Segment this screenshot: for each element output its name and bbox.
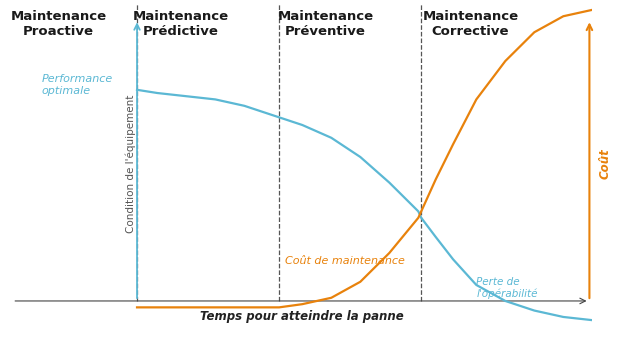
Text: Coût de maintenance: Coût de maintenance	[285, 256, 405, 266]
Text: Condition de l'équipement: Condition de l'équipement	[126, 94, 136, 233]
Text: Coût: Coût	[598, 148, 611, 179]
Text: Maintenance
Préventive: Maintenance Préventive	[278, 10, 373, 38]
Text: Perte de
l'opérabilité: Perte de l'opérabilité	[476, 277, 538, 299]
Text: Performance
optimale: Performance optimale	[41, 74, 112, 96]
Text: Maintenance
Corrective: Maintenance Corrective	[423, 10, 518, 38]
Text: Maintenance
Prédictive: Maintenance Prédictive	[133, 10, 228, 38]
Text: Maintenance
Proactive: Maintenance Proactive	[10, 10, 107, 38]
Text: Temps pour atteindre la panne: Temps pour atteindre la panne	[201, 310, 404, 323]
